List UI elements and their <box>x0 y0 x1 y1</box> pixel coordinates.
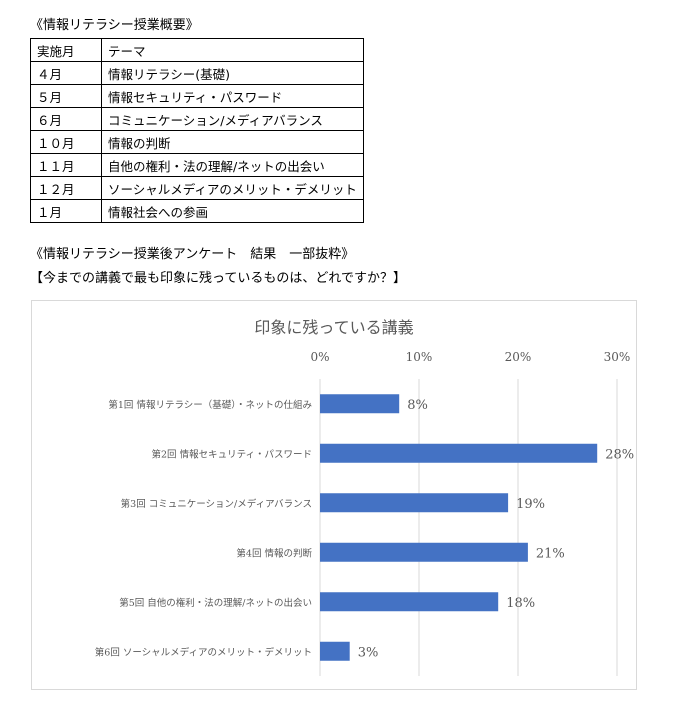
category-label: 第2回 情報セキュリティ・パスワード <box>152 448 313 460</box>
cell-theme: 情報の判断 <box>101 130 364 154</box>
table-row: １１月 自他の権利・法の理解/ネットの出会い <box>30 153 364 177</box>
x-tick-label: 0% <box>310 350 329 364</box>
cell-theme: 情報社会への参画 <box>101 199 364 223</box>
chart-title: 印象に残っている講義 <box>254 318 413 337</box>
category-label: 第1回 情報リテラシー（基礎）・ネットの仕組み <box>108 399 312 411</box>
cell-month: ６月 <box>30 107 102 131</box>
column-header-theme: テーマ <box>101 38 364 62</box>
bar <box>320 542 528 562</box>
survey-question: 【今までの講義で最も印象に残っているものは、どれですか？】 <box>30 271 406 286</box>
cell-theme: 自他の権利・法の理解/ネットの出会い <box>101 153 364 177</box>
chart-container: 印象に残っている講義 0% 10% 20% 30% 第1回 情報リテラシー（基礎）・ネット… <box>31 300 637 690</box>
value-label: 3% <box>358 645 379 660</box>
table-row: ５月 情報セキュリティ・パスワード <box>30 84 364 108</box>
cell-theme: 情報リテラシー(基礎) <box>101 61 364 85</box>
overview-heading: 《情報リテラシー授業概要》 <box>30 18 199 33</box>
cell-theme: 情報セキュリティ・パスワード <box>101 84 364 108</box>
cell-month: ４月 <box>30 61 102 85</box>
cell-month: ５月 <box>30 84 102 108</box>
value-label: 18% <box>506 596 535 611</box>
column-header-month: 実施月 <box>30 38 102 62</box>
value-label: 19% <box>516 497 545 512</box>
value-label: 8% <box>407 398 428 413</box>
x-tick-label: 10% <box>406 350 433 364</box>
table-row: １月 情報社会への参画 <box>30 199 364 223</box>
category-label: 第5回 自他の権利・法の理解/ネットの出会い <box>119 597 312 609</box>
x-tick-label: 30% <box>604 350 631 364</box>
value-label: 21% <box>536 546 565 561</box>
bar <box>320 592 499 612</box>
cell-month: １月 <box>30 199 102 223</box>
table-header-row: 実施月 テーマ <box>30 38 364 62</box>
bar-chart: 印象に残っている講義 0% 10% 20% 30% 第1回 情報リテラシー（基礎）・ネット… <box>95 318 634 676</box>
table-row: ４月 情報リテラシー(基礎) <box>30 61 364 85</box>
cell-month: １２月 <box>30 176 102 200</box>
overview-table: 実施月 テーマ ４月 情報リテラシー(基礎) ５月 情報セキュリティ・パスワード… <box>30 38 364 223</box>
bar <box>320 641 350 661</box>
table-row: １２月 ソーシャルメディアのメリット・デメリット <box>30 176 364 200</box>
category-label: 第4回 情報の判断 <box>236 547 312 559</box>
table-row: １０月 情報の判断 <box>30 130 364 154</box>
value-label: 28% <box>605 447 634 462</box>
bar <box>320 394 400 414</box>
category-label: 第6回 ソーシャルメディアのメリット・デメリット <box>95 646 312 658</box>
cell-month: １１月 <box>30 153 102 177</box>
bar <box>320 443 598 463</box>
bar <box>320 493 509 513</box>
cell-theme: コミュニケーション/メディアバランス <box>101 107 364 131</box>
cell-month: １０月 <box>30 130 102 154</box>
table-row: ６月 コミュニケーション/メディアバランス <box>30 107 364 131</box>
cell-theme: ソーシャルメディアのメリット・デメリット <box>101 176 364 200</box>
category-label: 第3回 コミュニケーション/メディアバランス <box>121 498 312 510</box>
x-tick-label: 20% <box>505 350 532 364</box>
survey-heading: 《情報リテラシー授業後アンケート 結果 一部抜粋》 <box>30 247 355 262</box>
